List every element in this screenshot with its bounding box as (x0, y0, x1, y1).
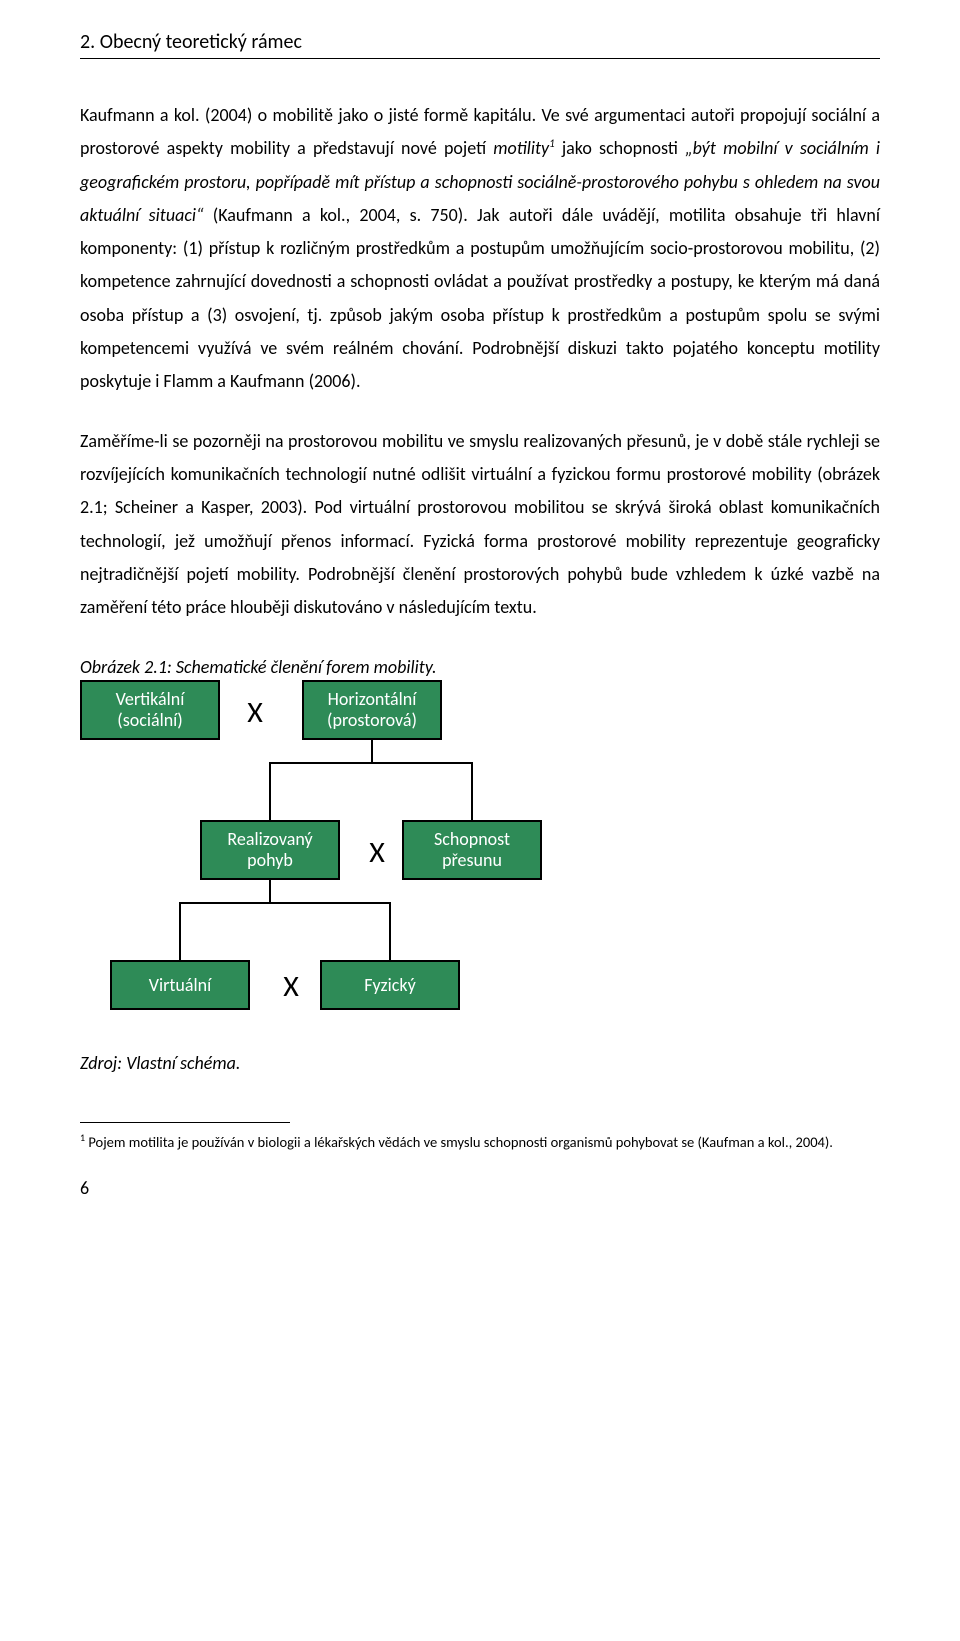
node-physical: Fyzický (320, 960, 460, 1010)
figure-caption: Obrázek 2.1: Schematické členění forem m… (80, 656, 880, 678)
node-label: pohyb (202, 850, 338, 872)
figure-source: Zdroj: Vlastní schéma. (80, 1052, 880, 1074)
figure-caption-title: Schematické členění forem mobility. (176, 656, 437, 678)
node-label: Virtuální (112, 975, 248, 997)
mobility-diagram: Vertikální (sociální) X Horizontální (pr… (80, 680, 620, 1050)
edge (179, 902, 181, 960)
paragraph-1: Kaufmann a kol. (2004) o mobilitě jako o… (80, 99, 880, 399)
figure-caption-lead: Obrázek 2.1: (80, 656, 176, 678)
node-label: Realizovaný (202, 829, 338, 851)
page-number: 6 (80, 1177, 880, 1199)
node-label: přesunu (404, 850, 540, 872)
node-label: (sociální) (82, 710, 218, 732)
node-label: (prostorová) (304, 710, 440, 732)
edge (269, 762, 473, 764)
paragraph-2: Zaměříme-li se pozorněji na prostorovou … (80, 425, 880, 625)
node-horizontal-spatial: Horizontální (prostorová) (302, 680, 442, 740)
footnote-text: Pojem motilita je používán v biologii a … (85, 1133, 833, 1151)
node-label: Fyzický (322, 975, 458, 997)
node-label: Vertikální (82, 689, 218, 711)
collision-x-icon: X (240, 694, 270, 731)
node-label: Schopnost (404, 829, 540, 851)
page: 2. Obecný teoretický rámec Kaufmann a ko… (0, 0, 960, 1641)
edge (371, 740, 373, 762)
p1-text-c: (Kaufmann a kol., 2004, s. 750). Jak aut… (80, 204, 880, 392)
edge (389, 902, 391, 960)
node-vertical-social: Vertikální (sociální) (80, 680, 220, 740)
p1-text-b: jako schopnosti (555, 137, 685, 159)
footnote-1: 1 Pojem motilita je používán v biologii … (80, 1129, 880, 1154)
node-realized-movement: Realizovaný pohyb (200, 820, 340, 880)
edge (179, 902, 391, 904)
edge (269, 762, 271, 820)
heading-rule (80, 58, 880, 59)
p1-motility-term: motility (493, 137, 549, 159)
node-label: Horizontální (304, 689, 440, 711)
edge (471, 762, 473, 820)
footnote-rule (80, 1122, 290, 1123)
section-heading: 2. Obecný teoretický rámec (80, 30, 880, 54)
collision-x-icon: X (276, 968, 306, 1005)
node-virtual: Virtuální (110, 960, 250, 1010)
edge (269, 880, 271, 902)
node-ability-to-move: Schopnost přesunu (402, 820, 542, 880)
collision-x-icon: X (362, 834, 392, 871)
